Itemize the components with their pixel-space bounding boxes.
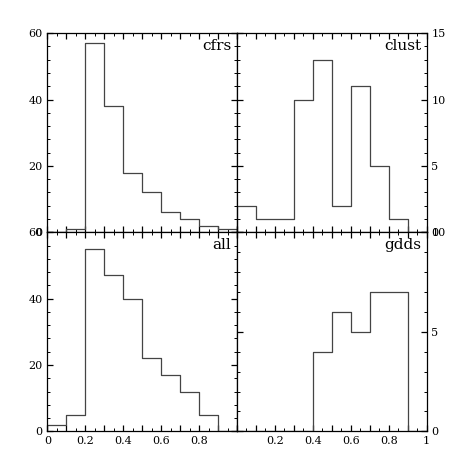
Text: cfrs: cfrs [202,39,231,53]
Text: gdds: gdds [384,238,421,252]
Text: all: all [212,238,231,252]
Text: clust: clust [384,39,421,53]
